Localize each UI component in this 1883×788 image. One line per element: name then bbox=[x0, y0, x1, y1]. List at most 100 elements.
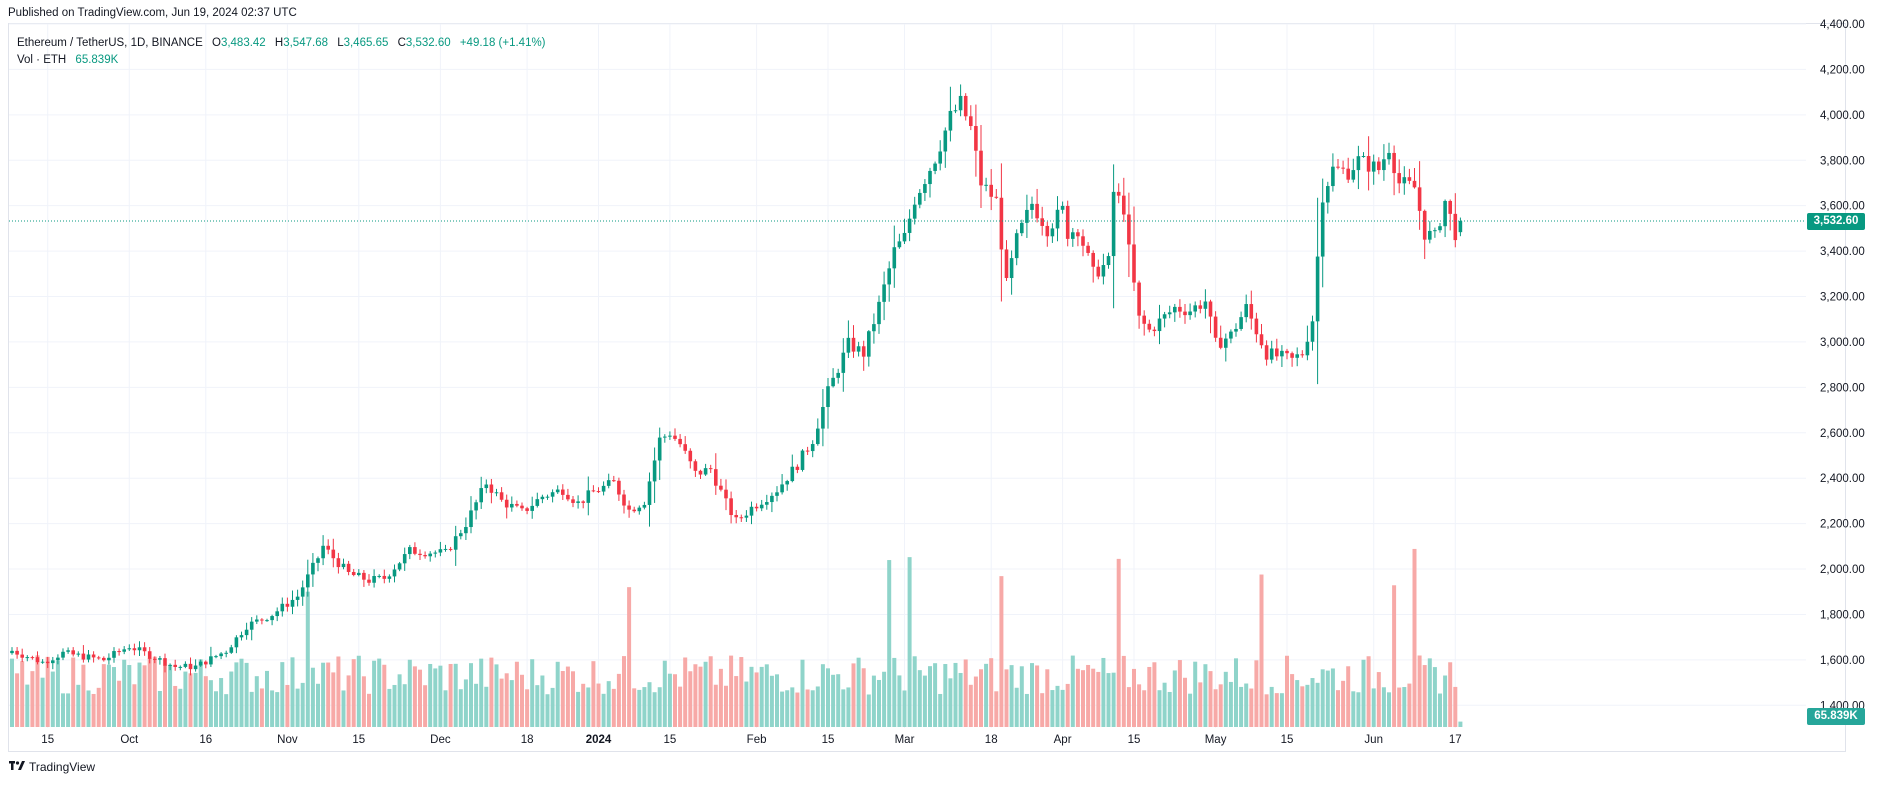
candle-up bbox=[300, 587, 305, 597]
x-tick-label: Dec bbox=[430, 734, 451, 746]
candle-up bbox=[1458, 220, 1463, 233]
candle-up bbox=[948, 110, 953, 131]
candle-up bbox=[943, 130, 948, 152]
volume-bar bbox=[1458, 721, 1463, 727]
candle-down bbox=[1218, 337, 1223, 348]
candle-up bbox=[846, 337, 851, 353]
volume-bar bbox=[1126, 687, 1131, 727]
volume-bar bbox=[1111, 672, 1116, 727]
candle-up bbox=[530, 505, 534, 511]
candle-down bbox=[15, 650, 19, 655]
volume-bar bbox=[1045, 669, 1050, 727]
symbol-label[interactable]: Ethereum / TetherUS, 1D, BINANCE bbox=[17, 37, 203, 49]
candle-down bbox=[719, 485, 723, 490]
volume-bar bbox=[1218, 684, 1223, 727]
volume-bar bbox=[739, 657, 744, 727]
volume-bar bbox=[504, 673, 509, 727]
volume-bar bbox=[550, 687, 555, 727]
volume-bar bbox=[346, 675, 351, 727]
volume-bar bbox=[280, 662, 285, 727]
candle-up bbox=[484, 484, 489, 489]
volume-bar bbox=[1387, 692, 1391, 727]
candle-down bbox=[1264, 345, 1269, 360]
y-tick-label: 2,200.00 bbox=[1820, 519, 1865, 531]
candle-up bbox=[306, 574, 310, 588]
volume-bar bbox=[1223, 671, 1228, 727]
volume-bar bbox=[249, 691, 254, 727]
candle-down bbox=[188, 663, 193, 670]
volume-bar bbox=[61, 693, 65, 727]
candle-up bbox=[550, 492, 555, 497]
volume-bar bbox=[20, 661, 25, 727]
volume-bar bbox=[443, 690, 448, 727]
candle-down bbox=[102, 657, 106, 661]
x-tick-label: 18 bbox=[985, 734, 998, 746]
volume-bar bbox=[387, 688, 392, 727]
x-tick-label: 15 bbox=[1281, 734, 1294, 746]
candle-up bbox=[229, 647, 234, 653]
volume-bar bbox=[15, 673, 20, 727]
candle-up bbox=[657, 437, 662, 461]
volume-bar bbox=[1315, 682, 1320, 727]
candle-down bbox=[1392, 152, 1396, 174]
candle-down bbox=[260, 619, 264, 621]
candle-up bbox=[535, 499, 540, 506]
candle-up bbox=[545, 496, 550, 498]
volume-bar bbox=[132, 684, 137, 727]
candle-down bbox=[367, 579, 371, 583]
volume-label[interactable]: Vol · ETH bbox=[17, 54, 67, 66]
tradingview-footer[interactable]: TradingView bbox=[9, 760, 95, 774]
candle-down bbox=[851, 337, 856, 352]
candle-down bbox=[729, 498, 733, 516]
candle-up bbox=[402, 554, 407, 564]
candle-up bbox=[1009, 258, 1014, 279]
x-tick-label: Mar bbox=[895, 734, 915, 746]
volume-bar bbox=[581, 683, 586, 727]
candle-down bbox=[153, 658, 157, 660]
volume-bar bbox=[1325, 670, 1330, 727]
volume-bar bbox=[1285, 655, 1289, 727]
volume-bar bbox=[979, 669, 983, 727]
candle-up bbox=[933, 163, 937, 171]
candle-down bbox=[1407, 177, 1412, 181]
volume-bar bbox=[968, 684, 973, 727]
candle-up bbox=[265, 620, 269, 622]
candle-down bbox=[520, 505, 524, 509]
volume-bar bbox=[780, 691, 785, 727]
volume-bar bbox=[418, 669, 422, 727]
volume-bar bbox=[55, 660, 60, 727]
candle-down bbox=[1285, 350, 1289, 354]
candle-down bbox=[632, 509, 636, 512]
candle-down bbox=[714, 469, 718, 486]
candle-down bbox=[362, 572, 366, 580]
candle-down bbox=[96, 657, 101, 659]
volume-bar bbox=[591, 661, 596, 727]
volume-bar bbox=[86, 690, 91, 727]
candle-up bbox=[800, 450, 805, 470]
volume-bar bbox=[484, 686, 489, 727]
volume-bar bbox=[326, 662, 331, 727]
volume-value: 65.839K bbox=[75, 54, 119, 66]
candle-down bbox=[1213, 316, 1218, 338]
candle-up bbox=[464, 527, 468, 534]
candle-up bbox=[555, 489, 560, 493]
close-value: 3,532.60 bbox=[405, 37, 451, 49]
candle-down bbox=[698, 470, 703, 475]
volume-bar bbox=[1310, 678, 1315, 727]
candle-up bbox=[1203, 301, 1208, 309]
volume-bar bbox=[147, 658, 152, 727]
candle-up bbox=[122, 649, 126, 652]
candle-up bbox=[1438, 226, 1442, 231]
x-tick-label: 18 bbox=[521, 734, 534, 746]
volume-bar bbox=[1050, 690, 1055, 727]
candle-up bbox=[831, 377, 835, 387]
volume-bar bbox=[40, 677, 45, 727]
candle-down bbox=[1040, 218, 1044, 226]
volume-bar bbox=[683, 657, 688, 727]
candle-down bbox=[566, 494, 570, 500]
volume-bar bbox=[963, 659, 968, 727]
candle-up bbox=[1167, 312, 1172, 315]
volume-bar bbox=[193, 672, 198, 727]
volume-bar bbox=[265, 670, 269, 727]
